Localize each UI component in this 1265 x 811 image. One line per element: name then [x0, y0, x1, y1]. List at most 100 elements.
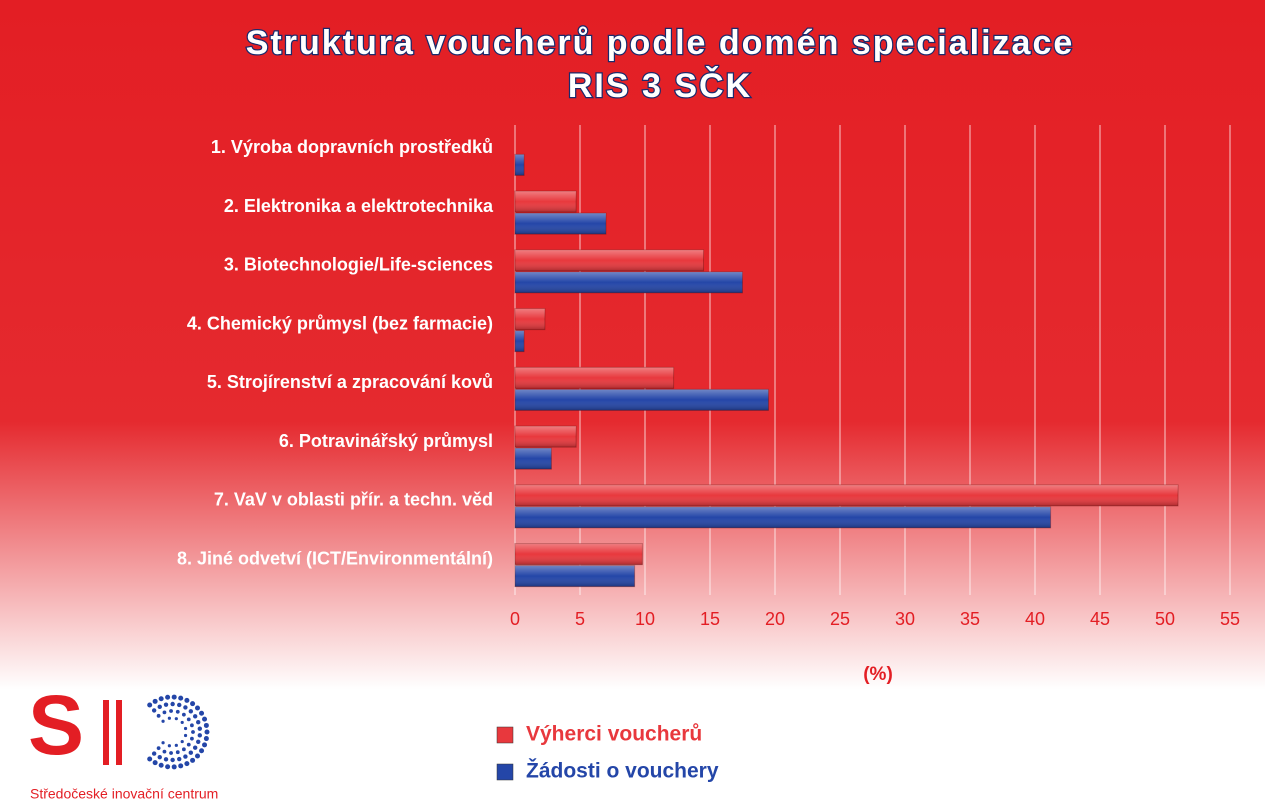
bar-shine — [515, 448, 552, 470]
x-tick-label: 0 — [510, 609, 520, 629]
logo-dot — [180, 739, 184, 744]
x-tick-label: 10 — [635, 609, 655, 629]
logo: S Středočeské inovační centrum — [28, 678, 218, 802]
logo-dot — [165, 764, 171, 770]
logo-dot — [177, 756, 182, 762]
logo-dot — [183, 726, 188, 731]
logo-dot — [196, 720, 201, 725]
logo-bar — [103, 700, 109, 765]
logo-dot — [177, 702, 182, 708]
legend-swatch — [496, 726, 514, 744]
logo-dot — [202, 742, 208, 748]
y-tick-label: 8. Jiné odvetví (ICT/Environmentální) — [177, 548, 493, 568]
logo-dot — [188, 709, 194, 714]
bar-shine — [515, 213, 606, 235]
x-tick-label: 15 — [700, 609, 720, 629]
logo-dot — [195, 705, 201, 711]
logo-dot — [203, 736, 209, 742]
logo-dot — [158, 696, 164, 702]
bar-shine — [515, 330, 525, 352]
logo-letter: S — [28, 678, 84, 772]
logo-dot — [151, 708, 157, 713]
y-tick-label: 6. Potravinářský průmysl — [279, 431, 493, 451]
logo-dot — [199, 710, 205, 716]
bar-shine — [515, 367, 674, 389]
y-tick-label: 7. VaV v oblasti přír. a techn. věd — [214, 490, 493, 510]
x-tick-label: 45 — [1090, 609, 1110, 629]
x-axis-label: (%) — [863, 664, 893, 685]
logo-dot — [190, 757, 196, 763]
logo-dot — [157, 704, 162, 710]
x-tick-label: 20 — [765, 609, 785, 629]
logo-dot — [183, 705, 188, 710]
logo-dot — [170, 701, 175, 707]
x-tick-label: 5 — [575, 609, 585, 629]
logo-dot — [147, 702, 153, 708]
legend-swatch — [496, 763, 514, 781]
x-tick-label: 35 — [960, 609, 980, 629]
bar-shine — [515, 191, 577, 213]
x-tick-label: 30 — [895, 609, 915, 629]
logo-dot — [167, 744, 171, 748]
logo-dot — [174, 743, 178, 747]
logo-dot — [196, 739, 201, 744]
logo-dot — [197, 733, 203, 738]
logo-dot — [161, 719, 165, 723]
logo-dot — [186, 742, 191, 747]
bar-shine — [515, 154, 525, 176]
logo-dot — [174, 717, 178, 721]
logo-dot — [181, 712, 186, 717]
x-tick-label: 55 — [1220, 609, 1240, 629]
y-tick-label: 1. Výroba dopravních prostředků — [211, 137, 493, 157]
bar-shine — [515, 271, 743, 293]
logo-dot — [163, 757, 169, 762]
bar-shine — [515, 565, 635, 587]
logo-dot — [156, 746, 161, 751]
bar-shine — [515, 389, 769, 411]
logo-dot — [167, 716, 171, 720]
logo-dot — [183, 733, 188, 738]
logo-dot — [180, 720, 184, 725]
logo-dot — [186, 717, 191, 722]
logo-dot — [169, 751, 173, 755]
logo-dot — [171, 764, 177, 770]
logo-dot — [181, 747, 186, 752]
logo-dot — [156, 713, 161, 718]
logo-dot — [188, 750, 194, 755]
logo-dot — [175, 750, 180, 755]
bar-shine — [515, 506, 1051, 528]
logo-dot — [171, 694, 177, 700]
logo-dots — [147, 694, 210, 770]
bar-shine — [515, 308, 545, 330]
logo-caption: Středočeské inovační centrum — [30, 786, 218, 802]
logo-dot — [151, 751, 157, 756]
logo-dot — [147, 756, 153, 762]
chart-title: Struktura voucherů podle domén specializ… — [246, 24, 1075, 62]
logo-dot — [158, 762, 164, 768]
logo-dot — [165, 694, 171, 700]
logo-dot — [162, 710, 167, 715]
bar-shine — [515, 426, 577, 448]
logo-dot — [178, 695, 184, 701]
legend-label: Výherci voucherů — [526, 723, 702, 746]
x-tick-label: 40 — [1025, 609, 1045, 629]
logo-dot — [162, 749, 167, 754]
logo-dot — [184, 697, 190, 703]
y-tick-label: 5. Strojírenství a zpracování kovů — [207, 372, 493, 392]
logo-dot — [163, 702, 169, 707]
logo-dot — [191, 730, 195, 734]
logo-dot — [192, 745, 198, 750]
chart-subtitle: RIS 3 SČK — [568, 66, 752, 105]
logo-dot — [190, 701, 196, 707]
legend-label: Žádosti o vouchery — [526, 759, 719, 783]
logo-dot — [190, 736, 194, 741]
logo-dot — [161, 741, 165, 745]
bar-shine — [515, 249, 704, 271]
y-tick-label: 4. Chemický průmysl (bez farmacie) — [187, 313, 493, 333]
logo-dot — [195, 753, 201, 759]
logo-dot — [202, 716, 208, 722]
logo-dot — [197, 726, 203, 731]
logo-dot — [178, 763, 184, 769]
bar-shine — [515, 543, 643, 565]
logo-dot — [157, 754, 162, 760]
